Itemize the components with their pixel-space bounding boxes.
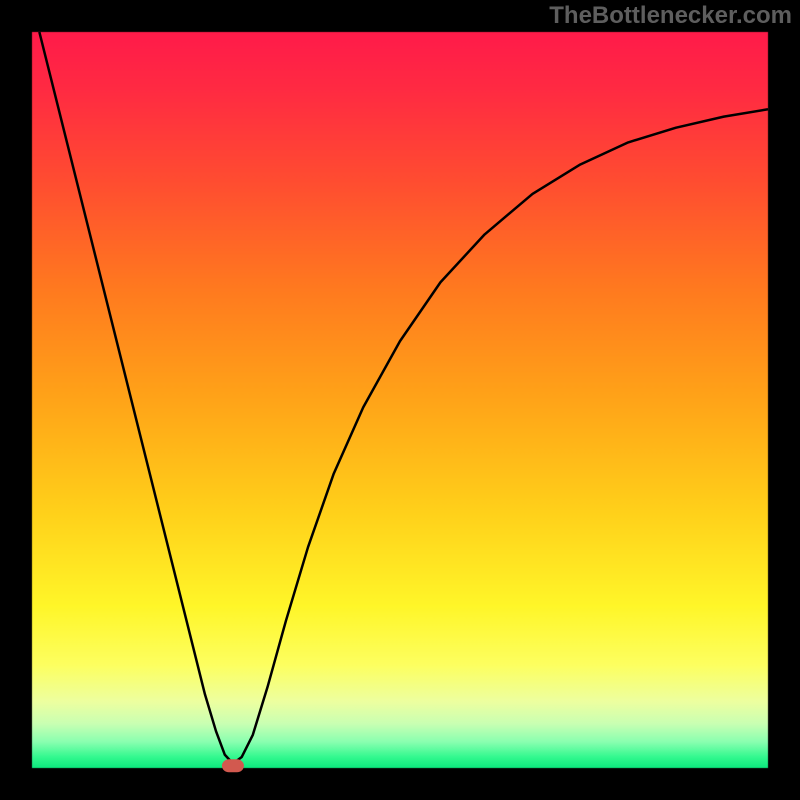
- watermark-text: TheBottlenecker.com: [549, 2, 792, 30]
- bottleneck-curve-plot: [0, 0, 800, 800]
- bottleneck-curve: [39, 32, 768, 764]
- chart-container: TheBottlenecker.com: [0, 0, 800, 800]
- current-config-marker: [222, 759, 244, 772]
